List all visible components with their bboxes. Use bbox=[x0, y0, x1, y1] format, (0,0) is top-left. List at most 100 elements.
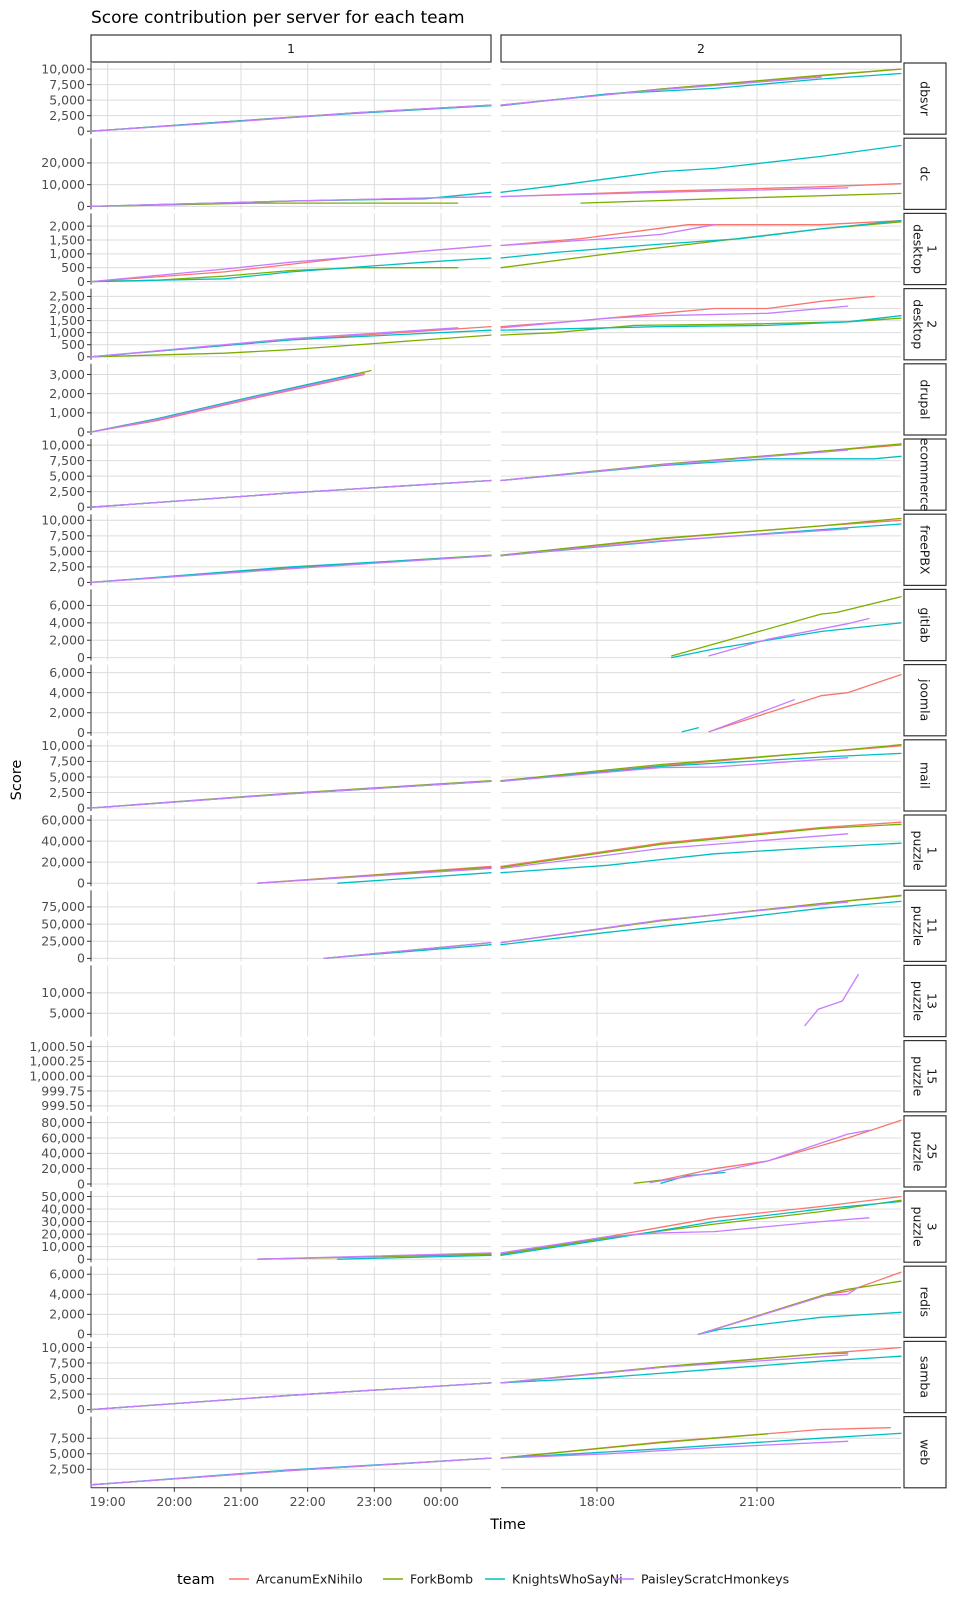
y-tick-label: 60,000 bbox=[41, 812, 85, 827]
row-strip-label: desktop bbox=[911, 299, 926, 349]
y-tick-label: 5,000 bbox=[49, 1446, 85, 1461]
y-tick-label: 6,000 bbox=[49, 598, 85, 613]
x-axes: 19:00 20:00 21:00 22:00 23:00 00:00 18:00 21:00 bbox=[90, 1487, 901, 1509]
y-tick-label: 7,500 bbox=[49, 754, 85, 769]
y-tick-label: 40,000 bbox=[41, 1146, 85, 1161]
y-tick-label: 2,000 bbox=[49, 218, 85, 233]
y-tick-label: 75,000 bbox=[41, 899, 85, 914]
y-tick-label: 0 bbox=[77, 800, 85, 815]
y-tick-label: 2,500 bbox=[49, 1462, 85, 1477]
y-tick-label: 5,000 bbox=[49, 1006, 85, 1021]
row-strip-label: 1 bbox=[925, 847, 940, 855]
x-tick-label: 23:00 bbox=[356, 1494, 392, 1509]
series-line bbox=[500, 187, 849, 198]
row-strip-label: puzzle bbox=[911, 1056, 926, 1096]
row-strip bbox=[903, 137, 947, 210]
y-tick-label: 1,000 bbox=[49, 405, 85, 420]
panel-row: 0 2,000 4,000 6,000 redis bbox=[49, 1265, 947, 1342]
y-tick-label: 5,000 bbox=[49, 1371, 85, 1386]
y-tick-label: 4,000 bbox=[49, 685, 85, 700]
y-tick-label: 1,500 bbox=[49, 232, 85, 247]
row-strip-label: ecommerce bbox=[918, 438, 933, 512]
series-line bbox=[500, 517, 902, 556]
series-line bbox=[500, 821, 902, 868]
column-strip bbox=[90, 34, 492, 63]
x-tick-label: 22:00 bbox=[290, 1494, 326, 1509]
y-tick-label: 2,000 bbox=[49, 633, 85, 648]
y-tick-label: 0 bbox=[77, 575, 85, 590]
series-line bbox=[681, 727, 699, 733]
row-strip-label: desktop bbox=[911, 224, 926, 274]
series-line bbox=[500, 1355, 902, 1384]
series-line bbox=[500, 528, 849, 557]
series-line bbox=[500, 224, 715, 247]
y-tick-label: 10,000 bbox=[41, 61, 85, 76]
y-tick-label: 6,000 bbox=[49, 1267, 85, 1282]
row-strip-label: 3 bbox=[925, 1223, 940, 1231]
series-line bbox=[500, 72, 902, 107]
series-line bbox=[500, 1200, 902, 1257]
series-line bbox=[337, 872, 492, 884]
row-strip-label: puzzle bbox=[911, 906, 926, 946]
series-line bbox=[90, 267, 459, 283]
row-strip bbox=[903, 1115, 947, 1188]
x-tick-label: 18:00 bbox=[579, 1494, 615, 1509]
row-strip bbox=[903, 1190, 947, 1263]
y-tick-label: 20,000 bbox=[41, 1161, 85, 1176]
y-tick-label: 2,000 bbox=[49, 705, 85, 720]
row-strip bbox=[903, 814, 947, 887]
series-line bbox=[90, 327, 459, 358]
y-tick-label: 1,000.25 bbox=[29, 1054, 85, 1069]
series-line bbox=[500, 144, 902, 193]
series-line bbox=[500, 823, 902, 869]
y-tick-label: 20,000 bbox=[41, 1226, 85, 1241]
row-strip-label: freePBX bbox=[918, 525, 933, 575]
row-strip-label: puzzle bbox=[911, 1131, 926, 1171]
series-line bbox=[90, 329, 492, 358]
series-line bbox=[500, 1432, 902, 1459]
row-strip-label: 25 bbox=[925, 1143, 940, 1159]
y-tick-label: 50,000 bbox=[41, 916, 85, 931]
y-tick-label: 50,000 bbox=[41, 1189, 85, 1204]
column-strip-label: 2 bbox=[697, 41, 705, 56]
row-strip bbox=[903, 964, 947, 1038]
y-tick-label: 7,500 bbox=[49, 453, 85, 468]
series-line bbox=[500, 221, 902, 269]
y-tick-label: 5,000 bbox=[49, 92, 85, 107]
y-tick-label: 0 bbox=[77, 951, 85, 966]
series-line bbox=[500, 1354, 849, 1384]
row-strip-label: puzzle bbox=[911, 981, 926, 1021]
y-tick-label: 7,500 bbox=[49, 77, 85, 92]
panel-row: 0 20,000 40,000 60,000 puzzle 1 bbox=[41, 812, 947, 891]
legend: team ArcanumExNihilo ForkBomb KnightsWhoSa… bbox=[177, 1572, 789, 1589]
panel-row: 0 2,000 4,000 6,000 gitlab bbox=[49, 588, 947, 665]
y-tick-label: 1,000 bbox=[49, 246, 85, 261]
row-strip-label: joomla bbox=[918, 678, 933, 721]
series-line bbox=[660, 1171, 726, 1184]
series-line bbox=[90, 555, 492, 584]
series-line bbox=[500, 757, 849, 782]
y-tick-label: 40,000 bbox=[41, 1201, 85, 1216]
series-line bbox=[500, 76, 822, 106]
y-tick-label: 2,500 bbox=[49, 1386, 85, 1401]
y-tick-label: 5,000 bbox=[49, 468, 85, 483]
y-tick-label: 10,000 bbox=[41, 985, 85, 1000]
column-strip-label: 1 bbox=[287, 41, 295, 56]
panel-row: 0 2,000 4,000 6,000 joomla bbox=[49, 663, 947, 740]
y-tick-label: 10,000 bbox=[41, 437, 85, 452]
y-tick-label: 0 bbox=[77, 424, 85, 439]
row-strip-label: samba bbox=[918, 1356, 933, 1398]
y-tick-label: 3,000 bbox=[49, 367, 85, 382]
y-tick-label: 0 bbox=[77, 500, 85, 515]
y-tick-label: 30,000 bbox=[41, 1214, 85, 1229]
x-tick-label: 21:00 bbox=[223, 1494, 259, 1509]
row-strip bbox=[903, 1039, 947, 1113]
series-line bbox=[500, 833, 849, 870]
y-tick-label: 0 bbox=[77, 725, 85, 740]
